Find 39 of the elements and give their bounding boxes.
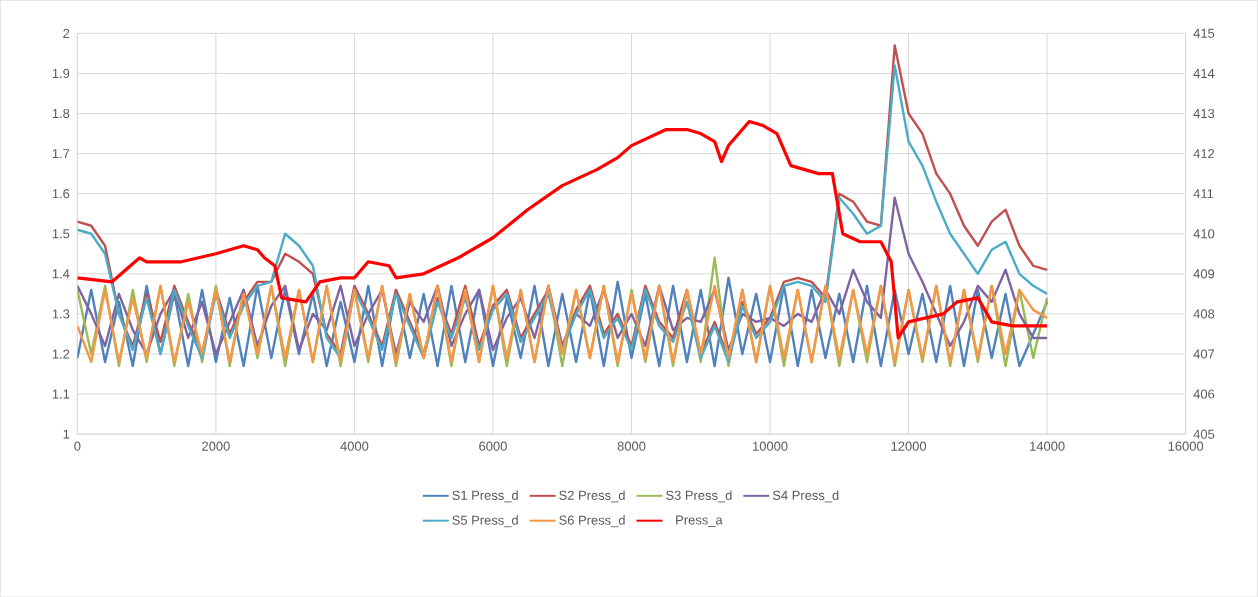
y2-tick-label: 411 xyxy=(1193,189,1214,198)
y-tick-label: 1.2 xyxy=(52,349,70,359)
x-tick-label: 6000 xyxy=(479,441,507,451)
legend-label: S2 Press_d xyxy=(559,490,625,503)
legend-label: S1 Press_d xyxy=(452,490,518,503)
y-tick-label: 1.6 xyxy=(52,188,70,199)
x-tick-label: 0 xyxy=(74,441,81,451)
y-tick-label: 2 xyxy=(63,28,70,38)
x-tick-label: 10000 xyxy=(753,441,788,451)
legend-label: S3 Press_d xyxy=(666,490,732,503)
y-tick-label: 1.8 xyxy=(52,108,70,118)
x-tick-label: 4000 xyxy=(340,441,369,451)
y2-tick-label: 415 xyxy=(1193,28,1215,38)
legend-label: S4 Press_d xyxy=(772,490,839,503)
y2-tick-label: 414 xyxy=(1193,68,1215,78)
y-tick-label: 1.9 xyxy=(52,68,70,78)
y2-tick-label: 412 xyxy=(1193,148,1215,158)
y2-tick-label: 407 xyxy=(1193,349,1215,359)
x-tick-label: 16000 xyxy=(1168,441,1204,451)
line-series xyxy=(77,119,1049,340)
legend-label: S5 Press_d xyxy=(452,515,518,527)
y2-tick-label: 406 xyxy=(1193,389,1215,399)
y-tick-label: 1.5 xyxy=(52,229,70,239)
legend-label: Press_a xyxy=(676,515,723,527)
x-tick-label: 12000 xyxy=(891,441,927,451)
y-tick-label: 1 xyxy=(63,429,70,439)
x-tick-label: 2000 xyxy=(202,441,230,451)
x-tick-label: 14000 xyxy=(1030,441,1065,451)
y2-tick-label: 405 xyxy=(1193,429,1215,439)
y-tick-label: 1.3 xyxy=(52,309,70,319)
y-tick-label: 1.4 xyxy=(52,269,70,279)
y2-tick-label: 409 xyxy=(1193,269,1215,279)
y-tick-label: 1.1 xyxy=(52,389,70,399)
x-tick-label: 8000 xyxy=(617,441,646,451)
y2-tick-label: 408 xyxy=(1193,309,1215,319)
y2-tick-label: 410 xyxy=(1193,228,1215,239)
legend-label: S6 Press_d xyxy=(559,515,625,527)
y-tick-label: 1.7 xyxy=(52,148,70,158)
y2-tick-label: 413 xyxy=(1193,108,1215,118)
